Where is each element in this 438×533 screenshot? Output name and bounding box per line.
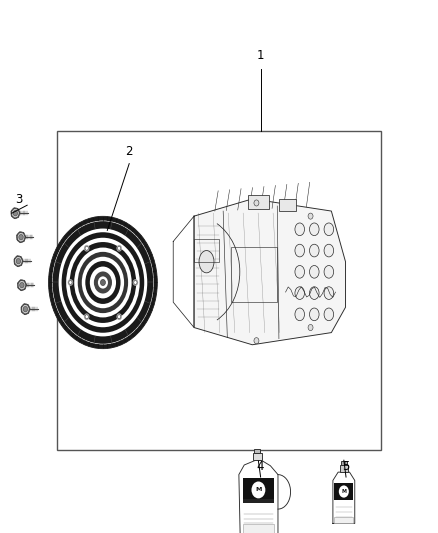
Circle shape: [339, 486, 349, 498]
Circle shape: [21, 304, 30, 314]
Text: 1: 1: [257, 50, 265, 62]
Ellipse shape: [310, 287, 319, 300]
Text: M: M: [255, 488, 261, 492]
Circle shape: [117, 245, 122, 252]
Circle shape: [82, 257, 124, 308]
Ellipse shape: [295, 244, 304, 257]
Bar: [248, 195, 269, 209]
Circle shape: [117, 315, 121, 319]
Ellipse shape: [310, 265, 319, 278]
Bar: [253, 453, 261, 461]
Bar: [57, 131, 381, 450]
Circle shape: [308, 325, 313, 330]
Circle shape: [254, 338, 259, 344]
Circle shape: [117, 313, 122, 320]
Ellipse shape: [324, 223, 334, 236]
Bar: [243, 524, 274, 533]
Circle shape: [53, 221, 153, 344]
Ellipse shape: [295, 308, 304, 321]
Ellipse shape: [310, 223, 319, 236]
Circle shape: [14, 256, 23, 266]
Circle shape: [85, 246, 88, 250]
Ellipse shape: [199, 251, 214, 273]
Ellipse shape: [310, 308, 319, 321]
Circle shape: [133, 279, 138, 286]
Bar: [194, 239, 219, 262]
Bar: [279, 199, 296, 211]
Circle shape: [78, 252, 128, 313]
Circle shape: [18, 280, 26, 290]
Circle shape: [85, 261, 120, 304]
Ellipse shape: [295, 287, 304, 300]
Ellipse shape: [324, 244, 334, 257]
Text: 4: 4: [257, 460, 265, 473]
Circle shape: [20, 282, 24, 288]
Circle shape: [16, 259, 21, 264]
Circle shape: [117, 246, 121, 250]
Bar: [341, 461, 347, 465]
Bar: [231, 247, 277, 302]
Circle shape: [251, 481, 265, 498]
Circle shape: [19, 235, 23, 240]
Circle shape: [85, 315, 88, 319]
Ellipse shape: [324, 287, 334, 300]
Circle shape: [98, 276, 108, 289]
Circle shape: [84, 245, 89, 252]
Bar: [334, 483, 353, 500]
Text: M: M: [341, 489, 346, 494]
Circle shape: [74, 247, 132, 318]
Text: 5: 5: [343, 460, 350, 473]
Circle shape: [49, 216, 157, 349]
Bar: [340, 465, 348, 472]
Polygon shape: [239, 461, 278, 533]
Ellipse shape: [324, 265, 334, 278]
Circle shape: [62, 232, 144, 333]
Polygon shape: [194, 199, 346, 345]
Circle shape: [94, 271, 112, 294]
Circle shape: [70, 242, 136, 323]
Circle shape: [13, 211, 18, 216]
Circle shape: [17, 232, 25, 243]
Ellipse shape: [324, 308, 334, 321]
Text: 2: 2: [125, 146, 133, 158]
Bar: [334, 518, 353, 523]
Circle shape: [59, 229, 147, 336]
Circle shape: [84, 313, 89, 320]
Bar: [243, 479, 274, 503]
Circle shape: [66, 238, 140, 327]
Circle shape: [134, 280, 137, 285]
Ellipse shape: [295, 265, 304, 278]
Ellipse shape: [310, 244, 319, 257]
Circle shape: [23, 306, 28, 312]
Circle shape: [52, 221, 154, 344]
Circle shape: [100, 279, 106, 286]
Bar: [254, 449, 260, 453]
Circle shape: [11, 208, 20, 219]
Ellipse shape: [295, 223, 304, 236]
Circle shape: [254, 200, 259, 206]
Circle shape: [67, 279, 73, 286]
Circle shape: [308, 213, 313, 219]
Polygon shape: [333, 472, 355, 523]
Bar: [243, 499, 274, 503]
Text: 3: 3: [15, 193, 22, 206]
Circle shape: [90, 266, 116, 298]
Circle shape: [69, 280, 72, 285]
